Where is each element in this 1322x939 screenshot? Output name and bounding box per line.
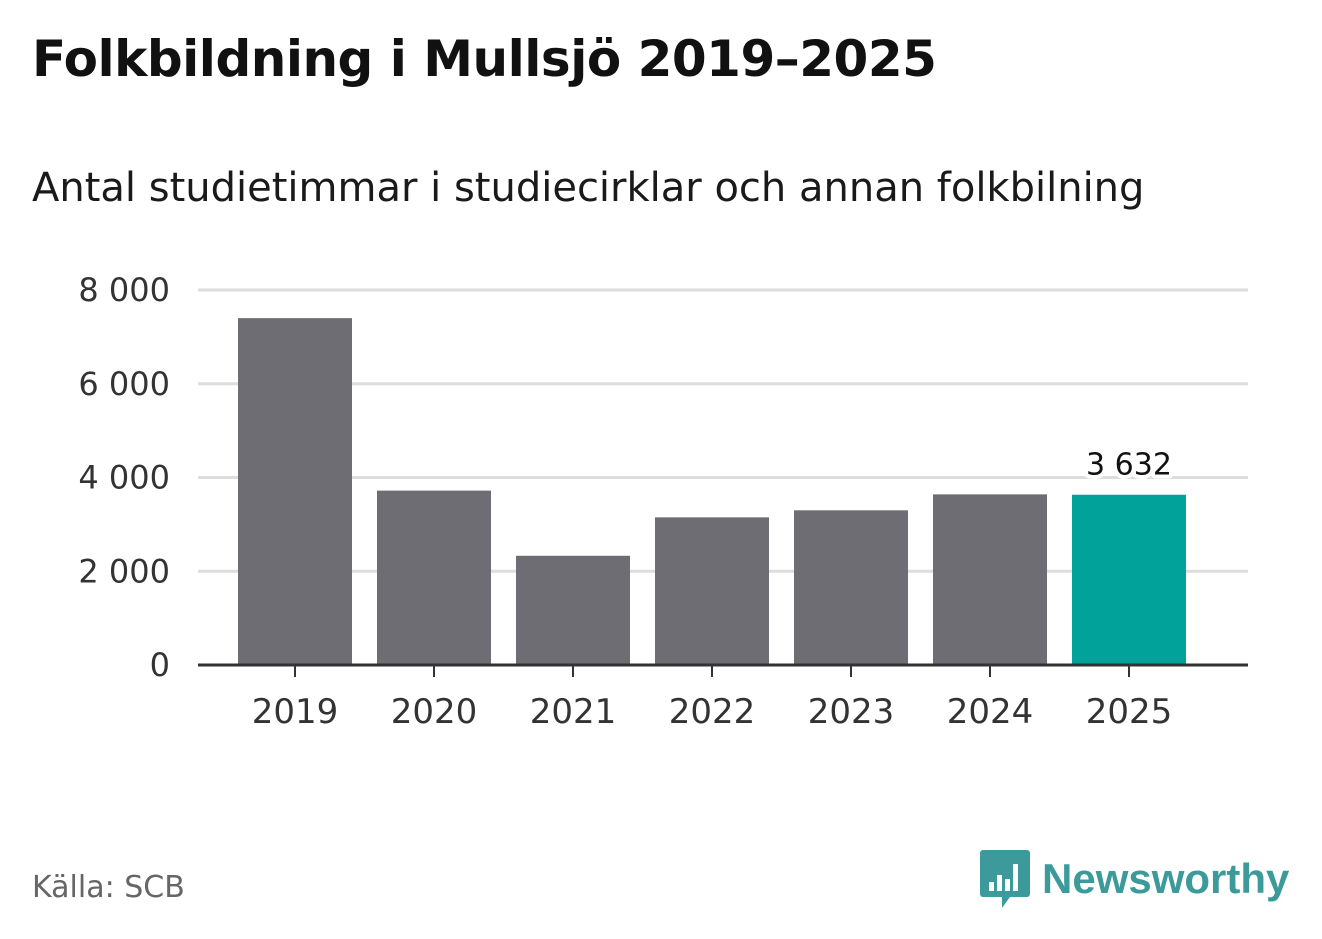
x-tick-label: 2025	[1086, 692, 1173, 732]
chart-subtitle: Antal studietimmar i studiecirklar och a…	[32, 165, 1145, 211]
bar-2021	[516, 555, 630, 665]
data-label: 3 632	[1086, 447, 1172, 482]
y-tick-label: 0	[150, 646, 170, 684]
y-tick-label: 8 000	[78, 271, 170, 309]
y-tick-label: 4 000	[78, 459, 170, 497]
y-tick-label: 6 000	[78, 365, 170, 403]
brand-logo-group: Newsworthy	[980, 848, 1289, 910]
y-tick-label: 2 000	[78, 552, 170, 590]
brand-name: Newsworthy	[1042, 855, 1290, 902]
chart-title: Folkbildning i Mullsjö 2019–2025	[32, 30, 937, 88]
bars	[238, 318, 1186, 665]
bar-2019	[238, 318, 352, 665]
labels: 0 2 000 4 000 6 000 8 000 2019 2020 2021 2022 202…	[78, 271, 1176, 732]
x-tick-label: 2019	[252, 692, 339, 732]
bar-2020	[377, 490, 491, 665]
bar-2025	[1072, 494, 1186, 665]
x-tick-label: 2023	[808, 692, 895, 732]
x-tick-label: 2024	[947, 692, 1034, 732]
bar-2022	[655, 517, 769, 665]
source-note: Källa: SCB	[32, 870, 185, 905]
x-tick-label: 2021	[530, 692, 617, 732]
axes	[198, 663, 1248, 677]
bar-2023	[794, 510, 908, 665]
x-tick-label: 2022	[669, 692, 756, 732]
x-tick-label: 2020	[391, 692, 478, 732]
newsworthy-logo-icon	[980, 850, 1030, 908]
bar-2024	[933, 494, 1047, 665]
